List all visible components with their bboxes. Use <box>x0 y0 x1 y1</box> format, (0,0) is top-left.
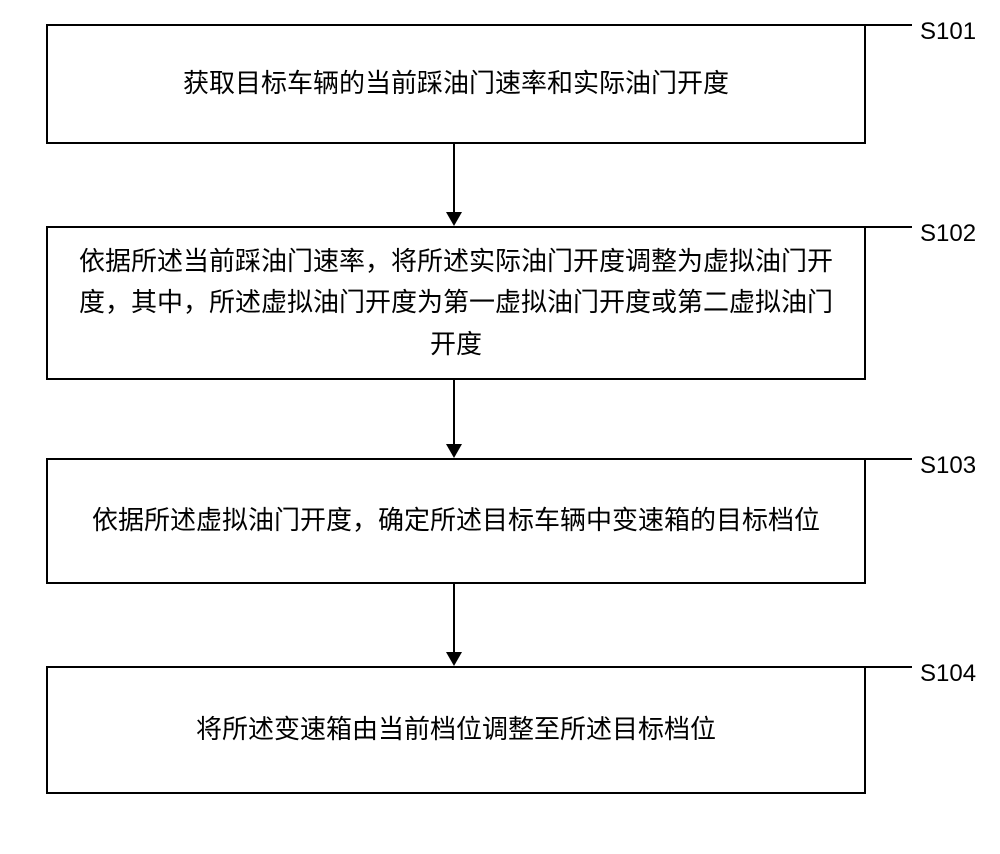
arrow-line-3 <box>453 584 455 652</box>
flow-step-s102: 依据所述当前踩油门速率，将所述实际油门开度调整为虚拟油门开度，其中，所述虚拟油门… <box>46 226 866 380</box>
arrow-head-1 <box>446 212 462 226</box>
flowchart-container: 获取目标车辆的当前踩油门速率和实际油门开度 S101 依据所述当前踩油门速率，将… <box>0 0 1000 854</box>
flow-step-s101-text: 获取目标车辆的当前踩油门速率和实际油门开度 <box>183 63 729 105</box>
arrow-head-3 <box>446 652 462 666</box>
arrow-head-2 <box>446 444 462 458</box>
flow-step-s101: 获取目标车辆的当前踩油门速率和实际油门开度 <box>46 24 866 144</box>
step-label-s103: S103 <box>920 452 976 480</box>
step-label-s101: S101 <box>920 18 976 46</box>
step-label-s104: S104 <box>920 660 976 688</box>
flow-step-s102-text: 依据所述当前踩油门速率，将所述实际油门开度调整为虚拟油门开度，其中，所述虚拟油门… <box>68 241 844 366</box>
label-connector-s101 <box>866 24 912 26</box>
arrow-line-2 <box>453 380 455 444</box>
label-connector-s104 <box>866 666 912 668</box>
flow-step-s103-text: 依据所述虚拟油门开度，确定所述目标车辆中变速箱的目标档位 <box>92 500 820 542</box>
flow-step-s104-text: 将所述变速箱由当前档位调整至所述目标档位 <box>196 709 716 751</box>
label-connector-s102 <box>866 226 912 228</box>
step-label-s102: S102 <box>920 220 976 248</box>
flow-step-s103: 依据所述虚拟油门开度，确定所述目标车辆中变速箱的目标档位 <box>46 458 866 584</box>
flow-step-s104: 将所述变速箱由当前档位调整至所述目标档位 <box>46 666 866 794</box>
label-connector-s103 <box>866 458 912 460</box>
arrow-line-1 <box>453 144 455 212</box>
